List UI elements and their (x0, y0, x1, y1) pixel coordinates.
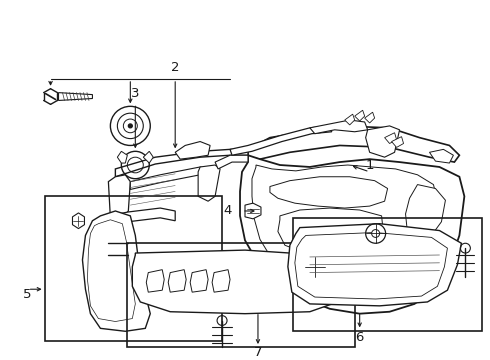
Polygon shape (355, 110, 365, 121)
Bar (293, 218, 482, 331)
Polygon shape (198, 165, 220, 201)
Polygon shape (288, 224, 462, 306)
Polygon shape (270, 177, 388, 208)
Polygon shape (248, 126, 460, 162)
Polygon shape (105, 220, 130, 251)
Polygon shape (132, 250, 345, 314)
Polygon shape (190, 270, 208, 292)
Polygon shape (252, 165, 438, 301)
Polygon shape (345, 114, 355, 125)
Polygon shape (230, 126, 332, 155)
Polygon shape (118, 151, 127, 163)
Text: 5: 5 (24, 288, 32, 301)
Polygon shape (215, 155, 248, 169)
Polygon shape (58, 93, 93, 100)
Polygon shape (288, 255, 380, 287)
Polygon shape (108, 208, 175, 226)
Polygon shape (82, 211, 150, 331)
Text: 6: 6 (355, 330, 364, 344)
Polygon shape (143, 151, 153, 163)
Polygon shape (108, 175, 130, 221)
Text: 7: 7 (254, 346, 262, 359)
Polygon shape (73, 213, 84, 229)
Polygon shape (240, 155, 465, 314)
Polygon shape (130, 167, 215, 189)
Bar (45, 196, 222, 341)
Circle shape (371, 230, 380, 237)
Polygon shape (278, 208, 384, 257)
Text: 3: 3 (131, 87, 140, 100)
Polygon shape (406, 185, 445, 239)
Polygon shape (392, 137, 404, 147)
Polygon shape (175, 141, 210, 159)
Polygon shape (310, 120, 368, 134)
Circle shape (128, 124, 132, 128)
Circle shape (311, 263, 319, 271)
Text: 1: 1 (366, 158, 374, 171)
Text: 2: 2 (171, 61, 179, 74)
Polygon shape (212, 270, 230, 292)
Text: 4: 4 (224, 204, 232, 217)
Polygon shape (245, 203, 261, 219)
Polygon shape (115, 149, 248, 177)
Polygon shape (385, 133, 396, 144)
Polygon shape (365, 112, 375, 123)
Polygon shape (429, 149, 453, 163)
Polygon shape (147, 270, 164, 292)
Polygon shape (168, 270, 186, 292)
Polygon shape (108, 243, 128, 255)
Polygon shape (366, 126, 399, 157)
Bar (127, 243, 355, 347)
